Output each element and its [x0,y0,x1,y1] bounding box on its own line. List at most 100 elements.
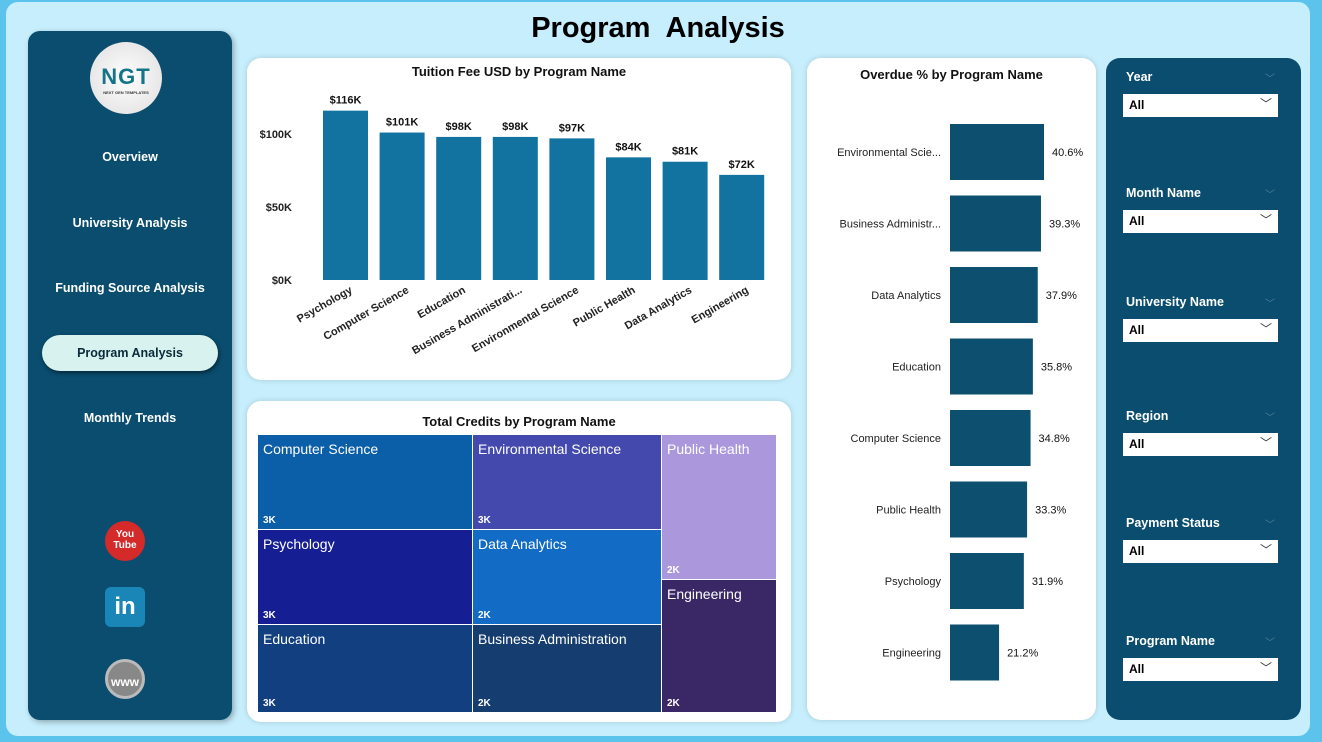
y-tick-label: Computer Science [851,433,942,445]
bar[interactable] [950,195,1041,252]
tile-value: 3K [263,698,276,709]
filter-label: Region [1126,409,1169,423]
y-tick-label: $100K [260,129,292,141]
bar[interactable] [950,267,1038,323]
overdue-chart-card: Overdue % by Program Name Environmental … [807,58,1096,720]
bar[interactable] [950,124,1044,180]
treemap-tile[interactable]: Education 3K [258,625,472,712]
filter-panel: Year ﹀ All ﹀ Month Name ﹀ All ﹀ University Name ﹀… [1106,58,1301,720]
nav-funding-source-analysis[interactable]: Funding Source Analysis [55,281,205,295]
dropdown-value: All [1129,98,1145,112]
data-label: 39.3% [1049,219,1080,231]
bar[interactable] [492,136,538,280]
filter-label: Payment Status [1126,516,1220,530]
y-tick-label: Environmental Scie... [837,147,941,159]
nav-program-analysis[interactable]: Program Analysis [42,335,218,371]
chart-title: Overdue % by Program Name [860,67,1043,82]
collapse-chevron-icon[interactable]: ﹀ [1265,638,1275,649]
x-tick-label: Environmental Science [470,284,581,355]
treemap-tile[interactable]: Data Analytics 2K [473,530,661,624]
youtube-icon[interactable]: You Tube [105,521,145,561]
filter-label: Year [1126,70,1153,84]
treemap-tile[interactable]: Environmental Science 3K [473,435,661,529]
x-tick-label: Education [416,284,468,321]
dropdown-value: All [1129,437,1145,451]
chevron-down-icon: ﹀ [1259,322,1272,336]
treemap-tile[interactable]: Psychology 3K [258,530,472,624]
treemap-tile[interactable]: Computer Science 3K [258,435,472,529]
data-label: $101K [386,117,418,129]
tile-name: Data Analytics [478,536,567,552]
treemap-tile[interactable]: Engineering 2K [662,580,776,712]
bar[interactable] [950,624,1000,681]
filter-label: Month Name [1126,186,1201,200]
globe-icon[interactable]: www [105,659,145,699]
nav-overview[interactable]: Overview [102,150,158,164]
data-label: $81K [672,146,698,158]
tile-value: 2K [478,610,491,621]
page-title: Program Analysis [531,12,785,44]
collapse-chevron-icon[interactable]: ﹀ [1265,413,1275,424]
data-label: 34.8% [1039,433,1070,445]
x-tick-label: Business Administrati... [410,284,524,357]
bar[interactable] [719,174,765,280]
chevron-down-icon: ﹀ [1259,543,1272,557]
bar[interactable] [950,481,1028,538]
treemap-tile[interactable]: Public Health 2K [662,435,776,579]
filter-dropdown[interactable]: All ﹀ [1123,210,1278,233]
filter-dropdown[interactable]: All ﹀ [1123,319,1278,342]
y-tick-label: Data Analytics [871,290,941,302]
filter-dropdown[interactable]: All ﹀ [1123,94,1278,117]
tile-name: Psychology [263,536,335,552]
data-label: $84K [615,141,641,153]
tile-name: Environmental Science [478,441,622,457]
filter-dropdown[interactable]: All ﹀ [1123,433,1278,456]
tile-value: 3K [478,515,491,526]
collapse-chevron-icon[interactable]: ﹀ [1265,299,1275,310]
chart-title: Total Credits by Program Name [422,414,616,429]
bar[interactable] [379,132,425,280]
bar[interactable] [662,161,708,280]
credits-treemap-card: Total Credits by Program Name Computer S… [247,401,791,722]
data-label: 33.3% [1035,505,1066,517]
bar[interactable] [950,410,1031,466]
bar[interactable] [436,136,482,280]
filter-dropdown[interactable]: All ﹀ [1123,658,1278,681]
bar[interactable] [950,338,1033,395]
collapse-chevron-icon[interactable]: ﹀ [1265,74,1275,85]
overdue-bar-chart: Environmental Scie... 40.6% Business Admin… [837,124,1083,681]
filter-dropdown[interactable]: All ﹀ [1123,540,1278,563]
tile-value: 2K [478,698,491,709]
chevron-down-icon: ﹀ [1259,661,1272,675]
bar[interactable] [323,110,368,280]
data-label: 31.9% [1032,576,1063,588]
tuition-chart-card: Tuition Fee USD by Program Name $0K $50K $… [247,58,791,380]
chevron-down-icon: ﹀ [1259,436,1272,450]
bar[interactable] [606,157,651,280]
data-label: 40.6% [1052,147,1083,159]
dropdown-value: All [1129,544,1145,558]
logo: NGT NEXT GEN TEMPLATES [90,42,162,114]
collapse-chevron-icon[interactable]: ﹀ [1265,520,1275,531]
y-tick-label: Education [892,362,941,374]
y-tick-label: Engineering [882,648,941,660]
data-label: 21.2% [1007,648,1038,660]
collapse-chevron-icon[interactable]: ﹀ [1265,190,1275,201]
dropdown-value: All [1129,662,1145,676]
nav-monthly-trends[interactable]: Monthly Trends [83,411,177,425]
bar[interactable] [549,138,595,280]
tile-name: Public Health [667,441,750,457]
y-tick-label: Public Health [876,505,941,517]
chart-title: Tuition Fee USD by Program Name [411,64,627,79]
dropdown-value: All [1129,214,1145,228]
data-label: $116K [330,95,362,107]
nav-university-analysis[interactable]: University Analysis [72,216,188,230]
y-tick-label: Business Administr... [840,219,942,231]
tile-value: 2K [667,698,680,709]
tuition-bar-chart: $0K$50K$100K$116KPsychology$101KComputer… [260,95,765,357]
bar[interactable] [950,553,1024,609]
tile-value: 3K [263,515,276,526]
linkedin-icon[interactable]: in [105,587,145,627]
tile-value: 2K [667,565,680,576]
treemap-tile[interactable]: Business Administration 2K [473,625,661,712]
